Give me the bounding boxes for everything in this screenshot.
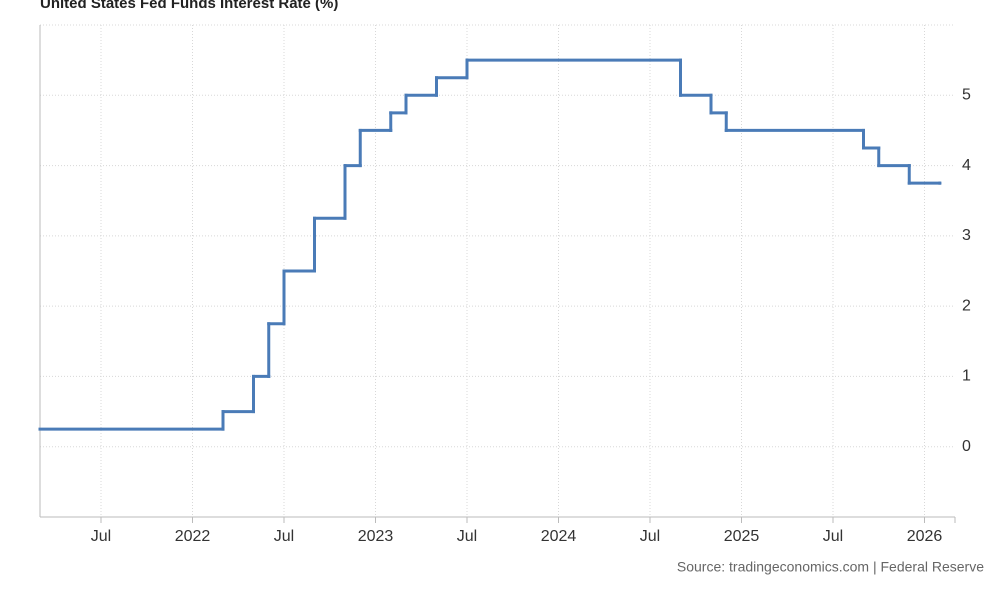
x-tick-label: 2022 — [175, 528, 211, 545]
x-tick-label: 2024 — [541, 528, 577, 545]
y-tick-label: 1 — [962, 368, 971, 385]
line-end — [938, 181, 942, 185]
x-tick-label: Jul — [823, 528, 843, 545]
x-tick-label: 2025 — [724, 528, 760, 545]
y-tick-label: 3 — [962, 227, 971, 244]
y-tick-label: 0 — [962, 438, 971, 455]
x-tick-label: Jul — [91, 528, 111, 545]
x-tick-label: 2023 — [358, 528, 394, 545]
y-tick-label: 5 — [962, 87, 971, 104]
x-tick-label: Jul — [457, 528, 477, 545]
chart-title: United States Fed Funds Interest Rate (%… — [40, 0, 338, 12]
source-note: Source: tradingeconomics.com | Federal R… — [677, 559, 984, 575]
y-tick-label: 2 — [962, 297, 971, 314]
x-tick-label: Jul — [274, 528, 294, 545]
y-tick-label: 4 — [962, 157, 971, 174]
x-tick-label: 2026 — [907, 528, 943, 545]
x-tick-label: Jul — [640, 528, 660, 545]
